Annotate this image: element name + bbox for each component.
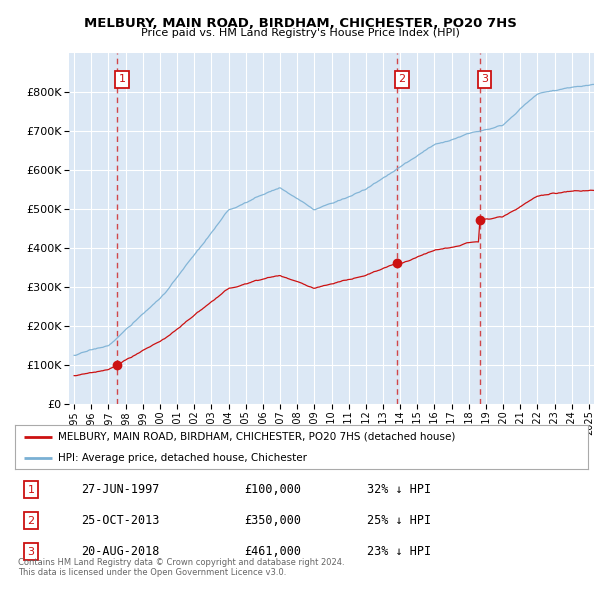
Text: 32% ↓ HPI: 32% ↓ HPI (367, 483, 431, 496)
Text: HPI: Average price, detached house, Chichester: HPI: Average price, detached house, Chic… (58, 453, 307, 463)
Text: 25-OCT-2013: 25-OCT-2013 (81, 514, 159, 527)
Text: 1: 1 (119, 74, 125, 84)
Text: 3: 3 (28, 547, 35, 557)
Text: 1: 1 (28, 484, 35, 494)
Text: 2: 2 (28, 516, 35, 526)
Text: Contains HM Land Registry data © Crown copyright and database right 2024.
This d: Contains HM Land Registry data © Crown c… (18, 558, 344, 577)
Text: Price paid vs. HM Land Registry's House Price Index (HPI): Price paid vs. HM Land Registry's House … (140, 28, 460, 38)
Text: £461,000: £461,000 (244, 545, 301, 558)
Text: 27-JUN-1997: 27-JUN-1997 (81, 483, 159, 496)
Text: MELBURY, MAIN ROAD, BIRDHAM, CHICHESTER, PO20 7HS (detached house): MELBURY, MAIN ROAD, BIRDHAM, CHICHESTER,… (58, 432, 455, 442)
Text: £350,000: £350,000 (244, 514, 301, 527)
Text: 20-AUG-2018: 20-AUG-2018 (81, 545, 159, 558)
Text: 3: 3 (481, 74, 488, 84)
Text: 2: 2 (398, 74, 406, 84)
Text: 25% ↓ HPI: 25% ↓ HPI (367, 514, 431, 527)
Text: £100,000: £100,000 (244, 483, 301, 496)
Text: MELBURY, MAIN ROAD, BIRDHAM, CHICHESTER, PO20 7HS: MELBURY, MAIN ROAD, BIRDHAM, CHICHESTER,… (83, 17, 517, 30)
Text: 23% ↓ HPI: 23% ↓ HPI (367, 545, 431, 558)
